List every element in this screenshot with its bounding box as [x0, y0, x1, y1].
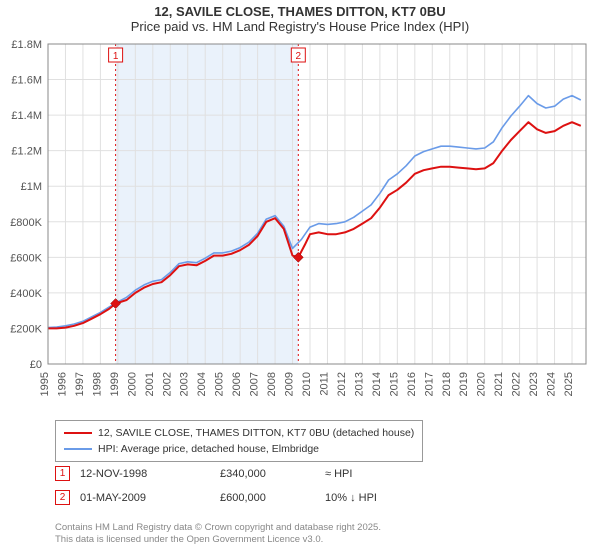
svg-text:2001: 2001 [144, 372, 156, 396]
svg-text:2014: 2014 [371, 372, 383, 396]
svg-text:2023: 2023 [528, 372, 540, 396]
svg-text:£1.2M: £1.2M [11, 146, 42, 158]
sale-marker-1: 1 [55, 466, 70, 481]
svg-text:2012: 2012 [336, 372, 348, 396]
title-line1: 12, SAVILE CLOSE, THAMES DITTON, KT7 0BU [0, 4, 600, 19]
legend-swatch-property [64, 432, 92, 435]
svg-text:£1M: £1M [21, 181, 42, 193]
svg-text:2009: 2009 [284, 372, 296, 396]
sale-note-2: 10% ↓ HPI [325, 492, 377, 504]
svg-text:1995: 1995 [39, 372, 51, 396]
chart-container: 12, SAVILE CLOSE, THAMES DITTON, KT7 0BU… [0, 0, 600, 560]
footer-line2: This data is licensed under the Open Gov… [55, 534, 381, 546]
svg-text:2: 2 [296, 51, 302, 62]
svg-text:2015: 2015 [388, 372, 400, 396]
footer-line1: Contains HM Land Registry data © Crown c… [55, 522, 381, 534]
sale-row-2: 2 01-MAY-2009 £600,000 10% ↓ HPI [55, 490, 377, 505]
sale-note-1: ≈ HPI [325, 468, 352, 480]
svg-text:2019: 2019 [458, 372, 470, 396]
svg-text:2020: 2020 [476, 372, 488, 396]
svg-text:2017: 2017 [423, 372, 435, 396]
svg-text:£1.6M: £1.6M [11, 75, 42, 87]
svg-text:2022: 2022 [511, 372, 523, 396]
svg-text:2002: 2002 [161, 372, 173, 396]
chart-area: £0 £200K £400K £600K £800K £1M £1.2M £1.4M £1.6M… [0, 40, 600, 410]
svg-text:£1.4M: £1.4M [11, 110, 42, 122]
sale-date-1: 12-NOV-1998 [80, 468, 210, 480]
svg-text:2000: 2000 [126, 372, 138, 396]
svg-text:£200K: £200K [10, 323, 42, 335]
svg-text:1996: 1996 [56, 372, 68, 396]
svg-text:2005: 2005 [214, 372, 226, 396]
svg-text:2003: 2003 [179, 372, 191, 396]
svg-text:£600K: £600K [10, 252, 42, 264]
svg-text:2018: 2018 [441, 372, 453, 396]
svg-text:2016: 2016 [406, 372, 418, 396]
svg-text:2025: 2025 [563, 372, 575, 396]
svg-text:2008: 2008 [266, 372, 278, 396]
svg-text:£800K: £800K [10, 217, 42, 229]
footer: Contains HM Land Registry data © Crown c… [55, 522, 381, 546]
legend-swatch-hpi [64, 448, 92, 450]
title-line2: Price paid vs. HM Land Registry's House … [0, 19, 600, 34]
svg-text:1: 1 [113, 51, 119, 62]
sale-price-2: £600,000 [220, 492, 315, 504]
svg-text:2010: 2010 [301, 372, 313, 396]
svg-text:£1.8M: £1.8M [11, 40, 42, 51]
svg-text:£400K: £400K [10, 288, 42, 300]
legend: 12, SAVILE CLOSE, THAMES DITTON, KT7 0BU… [55, 420, 423, 462]
sale-price-1: £340,000 [220, 468, 315, 480]
svg-text:1999: 1999 [109, 372, 121, 396]
svg-text:1998: 1998 [91, 372, 103, 396]
sale-marker-2: 2 [55, 490, 70, 505]
svg-text:2013: 2013 [353, 372, 365, 396]
svg-text:2004: 2004 [196, 372, 208, 396]
sale-row-1: 1 12-NOV-1998 £340,000 ≈ HPI [55, 466, 352, 481]
sale-date-2: 01-MAY-2009 [80, 492, 210, 504]
chart-svg: £0 £200K £400K £600K £800K £1M £1.2M £1.4M £1.6M… [0, 40, 600, 410]
svg-text:2007: 2007 [249, 372, 261, 396]
legend-text-hpi: HPI: Average price, detached house, Elmb… [98, 441, 319, 457]
svg-text:2021: 2021 [493, 372, 505, 396]
svg-text:1997: 1997 [74, 372, 86, 396]
svg-text:2024: 2024 [546, 372, 558, 396]
title-block: 12, SAVILE CLOSE, THAMES DITTON, KT7 0BU… [0, 0, 600, 34]
legend-text-property: 12, SAVILE CLOSE, THAMES DITTON, KT7 0BU… [98, 425, 414, 441]
legend-row-property: 12, SAVILE CLOSE, THAMES DITTON, KT7 0BU… [64, 425, 414, 441]
svg-text:2011: 2011 [318, 372, 330, 396]
legend-row-hpi: HPI: Average price, detached house, Elmb… [64, 441, 414, 457]
svg-text:£0: £0 [30, 359, 42, 371]
svg-text:2006: 2006 [231, 372, 243, 396]
